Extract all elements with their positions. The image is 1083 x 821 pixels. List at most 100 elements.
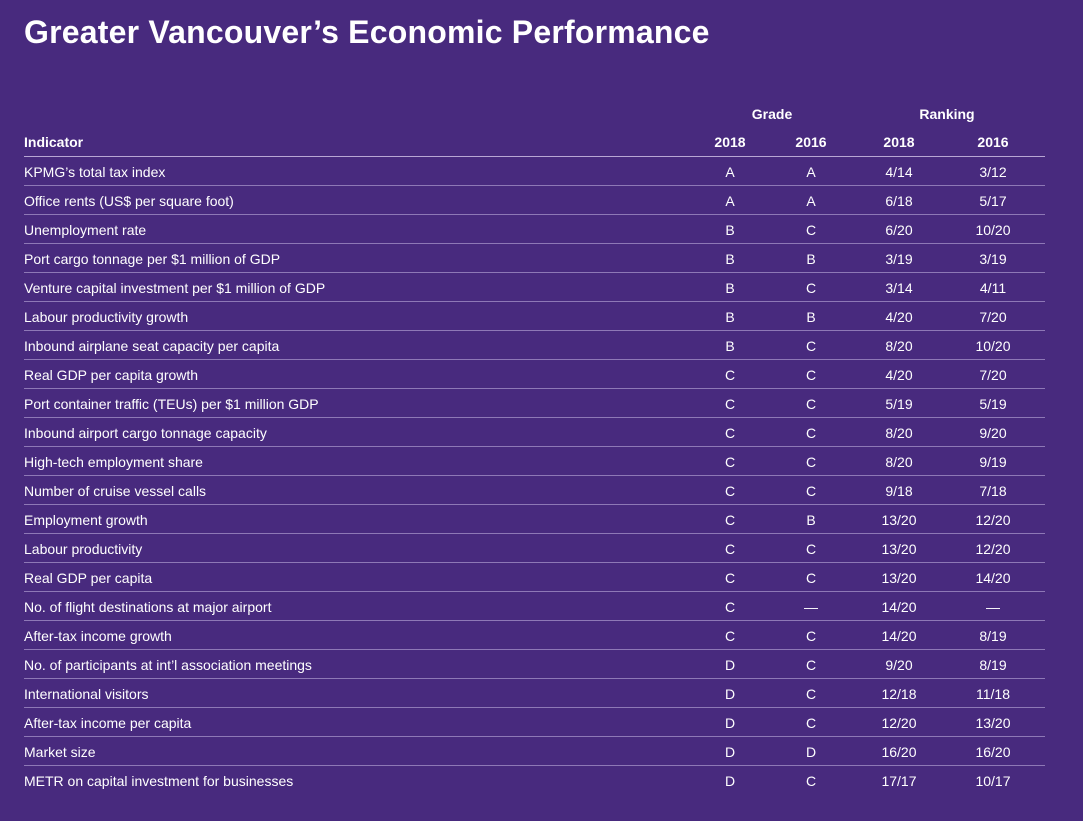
ranking-group-header: Ranking bbox=[919, 106, 975, 122]
ranking-2018-cell: 13/20 bbox=[881, 570, 917, 586]
ranking-2016-cell: 7/20 bbox=[979, 309, 1007, 325]
ranking-2016-cell: 13/20 bbox=[975, 715, 1011, 731]
indicator-cell: Office rents (US$ per square foot) bbox=[24, 193, 234, 209]
ranking-2016-cell: 5/19 bbox=[979, 396, 1007, 412]
table-row: No. of participants at int’l association… bbox=[24, 650, 1045, 679]
ranking-2018-cell: 3/14 bbox=[885, 280, 913, 296]
ranking-2018-cell: 4/20 bbox=[885, 367, 913, 383]
indicator-cell: Number of cruise vessel calls bbox=[24, 483, 207, 499]
grade-2018-cell: B bbox=[725, 222, 735, 238]
ranking-2016-cell: 3/19 bbox=[979, 251, 1007, 267]
grade-2018-cell: D bbox=[724, 773, 736, 789]
grade-2018-cell: D bbox=[724, 686, 736, 702]
table-row: After-tax income growth C C 14/20 8/19 bbox=[24, 621, 1045, 650]
table-row: Unemployment rate B C 6/20 10/20 bbox=[24, 215, 1045, 244]
ranking-2016-cell: 8/19 bbox=[979, 628, 1007, 644]
grade-2018-cell: C bbox=[724, 599, 736, 615]
ranking-2018-cell: 8/20 bbox=[885, 338, 913, 354]
grade-2018-cell: D bbox=[724, 744, 736, 760]
ranking-2016-cell: 7/18 bbox=[979, 483, 1007, 499]
table-body: KPMG’s total tax index A A 4/14 3/12 Office r… bbox=[24, 157, 1045, 794]
grade-2016-cell: C bbox=[805, 396, 817, 412]
page-title: Greater Vancouver’s Economic Performance bbox=[24, 14, 710, 50]
table-row: Real GDP per capita C C 13/20 14/20 bbox=[24, 563, 1045, 592]
grade-2016-cell: C bbox=[805, 338, 817, 354]
indicator-cell: International visitors bbox=[24, 686, 149, 702]
ranking-2016-cell: 4/11 bbox=[979, 280, 1007, 296]
grade-2016-cell: C bbox=[805, 367, 817, 383]
indicator-column-header: Indicator bbox=[24, 134, 84, 150]
indicator-cell: No. of flight destinations at major airp… bbox=[24, 599, 272, 615]
ranking-2016-cell: 9/20 bbox=[979, 425, 1007, 441]
indicator-cell: METR on capital investment for businesse… bbox=[24, 773, 294, 789]
ranking-2016-cell: 12/20 bbox=[975, 512, 1011, 528]
grade-2018-cell: B bbox=[725, 251, 735, 267]
table-row: KPMG’s total tax index A A 4/14 3/12 bbox=[24, 157, 1045, 186]
ranking-2018-cell: 3/19 bbox=[885, 251, 913, 267]
ranking-2016-cell: 5/17 bbox=[979, 193, 1007, 209]
ranking-2016-cell: — bbox=[986, 599, 1000, 615]
table-header-row: Indicator 2018 2016 2018 2016 bbox=[24, 132, 1045, 157]
indicator-cell: Port container traffic (TEUs) per $1 mil… bbox=[24, 396, 319, 412]
ranking-2018-cell: 14/20 bbox=[881, 599, 917, 615]
ranking-2016-cell: 3/12 bbox=[979, 164, 1007, 180]
indicator-cell: KPMG’s total tax index bbox=[24, 164, 166, 180]
ranking-2016-cell: 10/20 bbox=[975, 338, 1011, 354]
grade-2016-cell: B bbox=[806, 251, 816, 267]
ranking-2016-cell: 12/20 bbox=[975, 541, 1011, 557]
ranking-2018-cell: 5/19 bbox=[885, 396, 913, 412]
grade-2018-cell: B bbox=[725, 280, 735, 296]
table-row: Market size D D 16/20 16/20 bbox=[24, 737, 1045, 766]
ranking-2018-cell: 8/20 bbox=[885, 425, 913, 441]
ranking-2016-cell: 10/17 bbox=[975, 773, 1011, 789]
grade-2016-cell: A bbox=[806, 164, 816, 180]
grade-2016-cell: B bbox=[806, 512, 816, 528]
grade-2016-cell: C bbox=[805, 657, 817, 673]
table-row: Port container traffic (TEUs) per $1 mil… bbox=[24, 389, 1045, 418]
grade-2018-cell: A bbox=[725, 164, 735, 180]
ranking-2018-cell: 12/18 bbox=[881, 686, 917, 702]
grade-2018-cell: C bbox=[724, 628, 736, 644]
ranking-2016-cell: 10/20 bbox=[975, 222, 1011, 238]
table-row: After-tax income per capita D C 12/20 13/20 bbox=[24, 708, 1045, 737]
grade-2018-column-header: 2018 bbox=[714, 134, 746, 150]
ranking-2018-cell: 9/20 bbox=[885, 657, 913, 673]
grade-2018-cell: D bbox=[724, 657, 736, 673]
grade-2016-cell: A bbox=[806, 193, 816, 209]
ranking-2016-cell: 14/20 bbox=[975, 570, 1011, 586]
grade-2016-cell: C bbox=[805, 628, 817, 644]
grade-2018-cell: B bbox=[725, 338, 735, 354]
grade-2016-cell: C bbox=[805, 222, 817, 238]
ranking-2018-cell: 12/20 bbox=[881, 715, 917, 731]
grade-2018-cell: D bbox=[724, 715, 736, 731]
table-row: Port cargo tonnage per $1 million of GDP… bbox=[24, 244, 1045, 273]
grade-2016-cell: C bbox=[805, 454, 817, 470]
ranking-2016-column-header: 2016 bbox=[977, 134, 1009, 150]
table-row: METR on capital investment for businesse… bbox=[24, 766, 1045, 794]
grade-2018-cell: C bbox=[724, 512, 736, 528]
indicator-cell: Inbound airport cargo tonnage capacity bbox=[24, 425, 267, 441]
ranking-2018-cell: 4/20 bbox=[885, 309, 913, 325]
grade-2016-cell: C bbox=[805, 483, 817, 499]
ranking-2018-cell: 6/18 bbox=[885, 193, 913, 209]
ranking-2016-cell: 7/20 bbox=[979, 367, 1007, 383]
grade-2016-cell: C bbox=[805, 280, 817, 296]
grade-2016-cell: C bbox=[805, 773, 817, 789]
table-row: Employment growth C B 13/20 12/20 bbox=[24, 505, 1045, 534]
grade-group-header: Grade bbox=[751, 106, 793, 122]
grade-2018-cell: C bbox=[724, 541, 736, 557]
indicator-cell: Real GDP per capita bbox=[24, 570, 153, 586]
indicator-cell: Port cargo tonnage per $1 million of GDP bbox=[24, 251, 281, 267]
ranking-2018-cell: 13/20 bbox=[881, 512, 917, 528]
indicator-cell: No. of participants at int’l association… bbox=[24, 657, 312, 673]
ranking-2018-cell: 14/20 bbox=[881, 628, 917, 644]
grade-2016-cell: C bbox=[805, 715, 817, 731]
indicator-cell: After-tax income growth bbox=[24, 628, 172, 644]
indicator-cell: Labour productivity bbox=[24, 541, 143, 557]
grade-2018-cell: C bbox=[724, 425, 736, 441]
indicator-cell: Labour productivity growth bbox=[24, 309, 189, 325]
indicator-cell: Unemployment rate bbox=[24, 222, 147, 238]
indicator-cell: High-tech employment share bbox=[24, 454, 203, 470]
grade-2018-cell: C bbox=[724, 367, 736, 383]
grade-2018-cell: C bbox=[724, 570, 736, 586]
